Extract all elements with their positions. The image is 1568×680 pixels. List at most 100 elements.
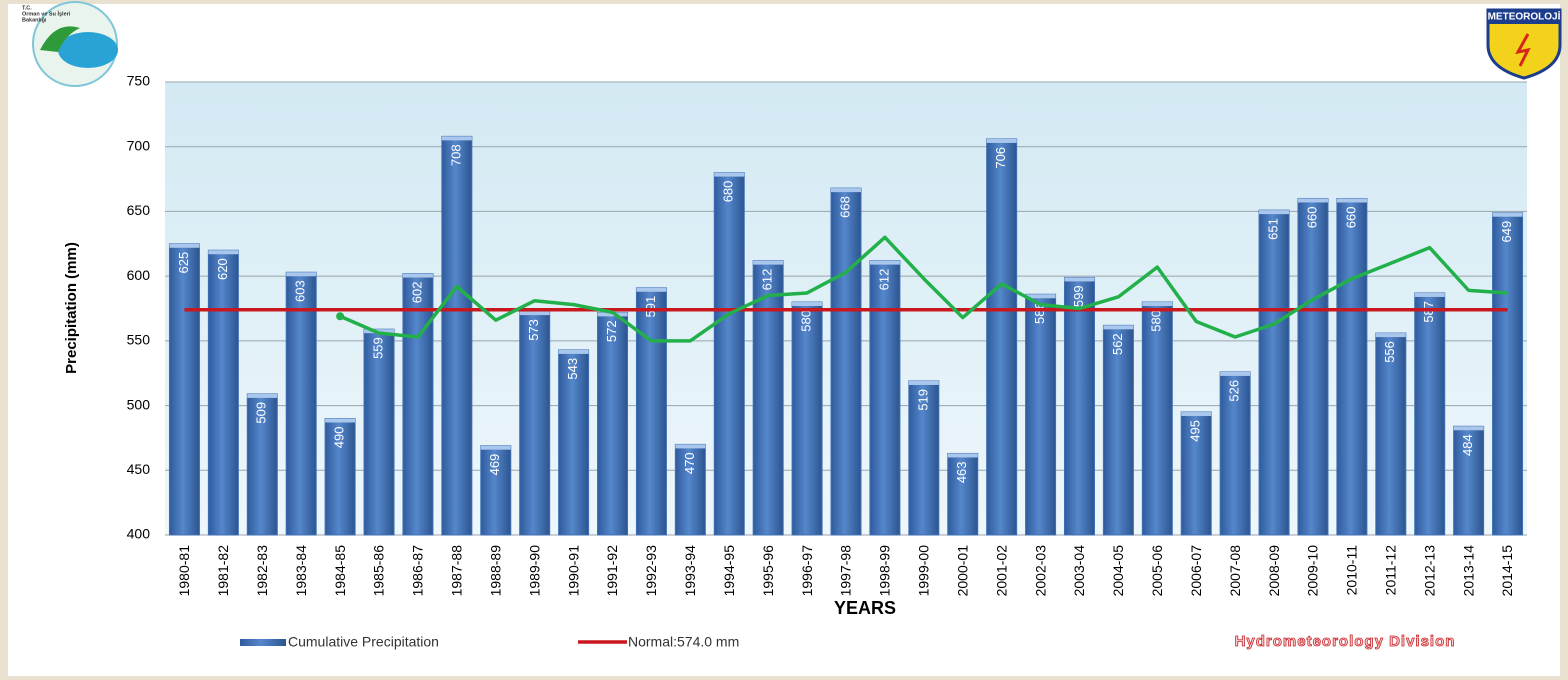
bar-cap bbox=[869, 260, 900, 265]
x-tick-label: 2007-08 bbox=[1227, 545, 1243, 597]
value-label: 708 bbox=[448, 144, 463, 166]
bar-cap bbox=[325, 418, 356, 423]
bar bbox=[635, 287, 667, 536]
bar bbox=[168, 243, 200, 536]
bar bbox=[597, 311, 629, 536]
x-tick-label: 1990-91 bbox=[565, 545, 581, 597]
bar-cap bbox=[1414, 292, 1445, 297]
bar bbox=[869, 260, 901, 536]
bar-cap bbox=[831, 188, 861, 193]
x-tick-label: 1984-85 bbox=[332, 545, 348, 597]
y-tick-label: 450 bbox=[127, 461, 151, 477]
bar bbox=[791, 301, 823, 536]
bar bbox=[830, 187, 862, 536]
x-tick-label: 1994-95 bbox=[721, 545, 737, 597]
bar bbox=[1375, 332, 1407, 536]
bar-cap bbox=[286, 272, 317, 277]
bar-cap bbox=[714, 172, 745, 177]
x-tick-label: 2001-02 bbox=[993, 545, 1009, 597]
value-label: 509 bbox=[254, 402, 269, 424]
value-label: 573 bbox=[526, 319, 541, 341]
x-tick-label: 2009-10 bbox=[1305, 545, 1321, 597]
bar-cap bbox=[558, 349, 589, 354]
value-label: 562 bbox=[1110, 333, 1125, 355]
x-tick-label: 1980-81 bbox=[176, 545, 192, 597]
bar-cap bbox=[792, 302, 823, 307]
x-tick-label: 1986-87 bbox=[410, 545, 426, 597]
y-axis-label: Precipitation (mm) bbox=[63, 242, 80, 374]
x-tick-label: 1998-99 bbox=[877, 545, 893, 597]
bar bbox=[1063, 276, 1095, 536]
y-tick-label: 400 bbox=[127, 526, 151, 542]
x-tick-label: 1982-83 bbox=[254, 545, 270, 597]
bar-cap bbox=[1064, 277, 1095, 282]
value-label: 668 bbox=[837, 196, 852, 218]
x-tick-label: 2010-11 bbox=[1344, 545, 1360, 596]
value-label: 660 bbox=[1304, 206, 1319, 228]
bar-cap bbox=[441, 136, 472, 141]
value-label: 612 bbox=[760, 269, 775, 291]
x-tick-label: 1993-94 bbox=[682, 545, 698, 597]
value-label: 612 bbox=[876, 269, 891, 291]
bar-cap bbox=[1336, 198, 1367, 203]
value-label: 580 bbox=[1149, 310, 1164, 332]
x-tick-label: 2004-05 bbox=[1110, 545, 1126, 597]
x-tick-label: 2005-06 bbox=[1149, 545, 1165, 597]
value-label: 463 bbox=[954, 461, 969, 483]
x-tick-label: 1987-88 bbox=[449, 545, 465, 597]
x-tick-label: 1981-82 bbox=[215, 545, 231, 597]
bar-cap bbox=[675, 444, 706, 449]
bar bbox=[1180, 411, 1212, 536]
y-tick-label: 750 bbox=[127, 73, 151, 89]
x-tick-label: 2013-14 bbox=[1460, 545, 1476, 597]
value-label: 587 bbox=[1421, 301, 1436, 323]
y-tick-label: 500 bbox=[127, 396, 151, 412]
value-label: 680 bbox=[721, 181, 736, 203]
y-tick-label: 700 bbox=[127, 137, 151, 153]
bar bbox=[1492, 212, 1524, 536]
x-tick-label: 1999-00 bbox=[916, 545, 932, 597]
bar-cap bbox=[1259, 210, 1290, 215]
value-label: 484 bbox=[1460, 434, 1475, 456]
bar bbox=[1219, 371, 1251, 536]
bar bbox=[207, 249, 239, 536]
y-tick-label: 600 bbox=[127, 267, 151, 283]
x-tick-label: 1997-98 bbox=[838, 545, 854, 597]
value-label: 660 bbox=[1343, 206, 1358, 228]
value-label: 519 bbox=[915, 389, 930, 411]
moving-average-line bbox=[339, 235, 1508, 343]
bar bbox=[558, 349, 590, 536]
x-tick-label: 2002-03 bbox=[1032, 545, 1048, 597]
credit: Hydrometeorology Division bbox=[1235, 633, 1456, 650]
value-label: 649 bbox=[1499, 221, 1514, 243]
bar bbox=[1453, 425, 1485, 536]
bar bbox=[986, 138, 1018, 536]
bar-cap bbox=[753, 260, 784, 265]
bar bbox=[1297, 197, 1329, 536]
value-label: 526 bbox=[1227, 380, 1242, 402]
x-tick-label: 2003-04 bbox=[1071, 545, 1087, 597]
bar-cap bbox=[208, 250, 239, 255]
value-label: 591 bbox=[643, 296, 658, 318]
logo-right-text: METEOROLOJİ bbox=[1488, 10, 1561, 23]
logo-left-text: Orman ve Su İşleri bbox=[22, 10, 71, 17]
value-label: 559 bbox=[370, 337, 385, 359]
y-tick-label: 550 bbox=[127, 332, 151, 348]
logo-left-text: Bakanlığı bbox=[22, 17, 47, 23]
bar-cap bbox=[986, 138, 1017, 143]
x-tick-label: 2012-13 bbox=[1421, 545, 1437, 597]
bar bbox=[752, 260, 784, 536]
legend-swatch bbox=[240, 639, 286, 646]
value-label: 625 bbox=[176, 252, 191, 274]
value-label: 495 bbox=[1188, 420, 1203, 442]
value-label: 543 bbox=[565, 358, 580, 380]
bar-cap bbox=[1220, 371, 1251, 376]
x-tick-label: 1995-96 bbox=[760, 545, 776, 597]
value-label: 469 bbox=[487, 454, 502, 476]
bar-cap bbox=[1453, 426, 1484, 431]
x-tick-label: 1985-86 bbox=[371, 545, 387, 597]
bar bbox=[1258, 209, 1290, 536]
value-label: 490 bbox=[332, 427, 347, 449]
